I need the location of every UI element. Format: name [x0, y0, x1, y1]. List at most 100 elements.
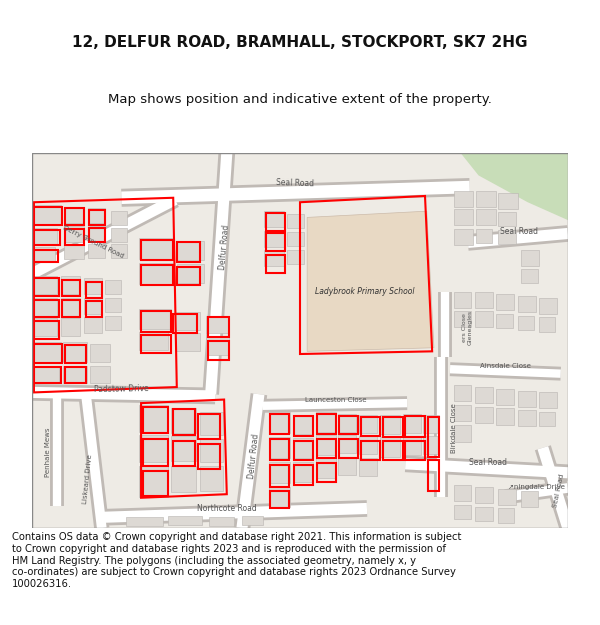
Bar	[454, 229, 473, 245]
Bar	[496, 294, 514, 310]
Polygon shape	[307, 211, 434, 351]
Bar	[139, 263, 173, 284]
Bar	[32, 342, 61, 362]
Bar	[287, 214, 304, 228]
Bar	[242, 516, 263, 524]
Text: Launceston Close: Launceston Close	[305, 398, 367, 404]
Bar	[454, 485, 472, 501]
Bar	[518, 391, 536, 407]
Bar	[175, 312, 200, 330]
Bar	[269, 487, 290, 507]
Bar	[454, 311, 472, 328]
Text: Penhale Mews: Penhale Mews	[45, 428, 51, 477]
Text: Seal Road: Seal Road	[500, 228, 538, 236]
Bar	[475, 387, 493, 403]
Bar	[106, 298, 121, 312]
Bar	[88, 226, 106, 241]
Text: ers Close
Gleneagles: ers Close Gleneagles	[461, 309, 472, 345]
Bar	[293, 438, 313, 458]
Bar	[539, 298, 557, 314]
Bar	[316, 459, 336, 478]
Bar	[139, 238, 173, 259]
Bar	[64, 342, 86, 362]
Bar	[200, 412, 223, 435]
Bar	[32, 318, 57, 336]
Text: Delfur Road: Delfur Road	[218, 224, 230, 270]
Bar	[539, 318, 556, 332]
Text: Northcote Road: Northcote Road	[197, 504, 257, 513]
Bar	[106, 316, 121, 330]
Bar	[139, 332, 168, 349]
Bar	[139, 405, 168, 432]
Bar	[269, 412, 290, 434]
Bar	[380, 415, 400, 434]
Bar	[454, 191, 473, 207]
Bar	[454, 385, 472, 401]
Bar	[498, 212, 516, 226]
Bar	[287, 232, 304, 246]
Bar	[338, 435, 356, 453]
Text: Liskeard Drive: Liskeard Drive	[82, 454, 93, 504]
Bar	[498, 489, 516, 505]
Bar	[177, 241, 203, 260]
Bar	[498, 509, 514, 522]
Bar	[84, 318, 102, 334]
Bar	[454, 209, 473, 226]
Bar	[475, 311, 493, 328]
Polygon shape	[461, 153, 568, 220]
Bar	[496, 409, 514, 424]
Text: Map shows position and indicative extent of the property.: Map shows position and indicative extent…	[108, 93, 492, 106]
Bar	[64, 245, 84, 259]
Bar	[32, 298, 57, 316]
Bar	[139, 466, 168, 497]
Bar	[64, 207, 84, 222]
Bar	[269, 462, 290, 484]
Bar	[454, 426, 472, 441]
Bar	[32, 228, 57, 244]
Bar	[338, 457, 356, 474]
Bar	[88, 209, 106, 222]
Bar	[475, 507, 493, 521]
Bar	[139, 309, 172, 329]
Bar	[139, 435, 168, 462]
Bar	[475, 407, 493, 422]
Bar	[111, 211, 127, 224]
Bar	[61, 298, 80, 316]
Bar	[84, 298, 102, 314]
Bar	[521, 269, 538, 284]
Bar	[539, 412, 556, 426]
Text: Delfur Road: Delfur Road	[247, 434, 260, 479]
Bar	[475, 291, 493, 308]
Bar	[518, 316, 534, 330]
Bar	[476, 209, 496, 226]
Text: Seal Road: Seal Road	[469, 459, 506, 468]
Bar	[206, 337, 229, 355]
Bar	[454, 405, 472, 421]
Text: Birkdale Close: Birkdale Close	[451, 403, 457, 453]
Bar	[175, 334, 200, 351]
Bar	[32, 366, 59, 384]
Bar	[172, 408, 196, 432]
Bar	[359, 459, 377, 476]
Bar	[64, 366, 86, 384]
Bar	[126, 518, 163, 526]
Bar	[61, 318, 80, 336]
Bar	[521, 249, 539, 266]
Text: Contains OS data © Crown copyright and database right 2021. This information is : Contains OS data © Crown copyright and d…	[12, 532, 461, 589]
Bar	[172, 466, 196, 492]
Bar	[200, 466, 223, 491]
Bar	[423, 415, 439, 432]
Bar	[498, 193, 518, 209]
Bar	[106, 280, 121, 294]
Bar	[32, 205, 61, 224]
Text: 12, DELFUR ROAD, BRAMHALL, STOCKPORT, SK7 2HG: 12, DELFUR ROAD, BRAMHALL, STOCKPORT, SK…	[72, 36, 528, 51]
Bar	[168, 516, 202, 524]
Bar	[476, 229, 492, 243]
Bar	[177, 264, 203, 284]
Bar	[209, 518, 234, 526]
Bar	[454, 291, 472, 308]
Bar	[264, 231, 284, 247]
Text: Seal Road: Seal Road	[553, 473, 565, 508]
Bar	[88, 244, 106, 259]
Bar	[111, 228, 127, 241]
